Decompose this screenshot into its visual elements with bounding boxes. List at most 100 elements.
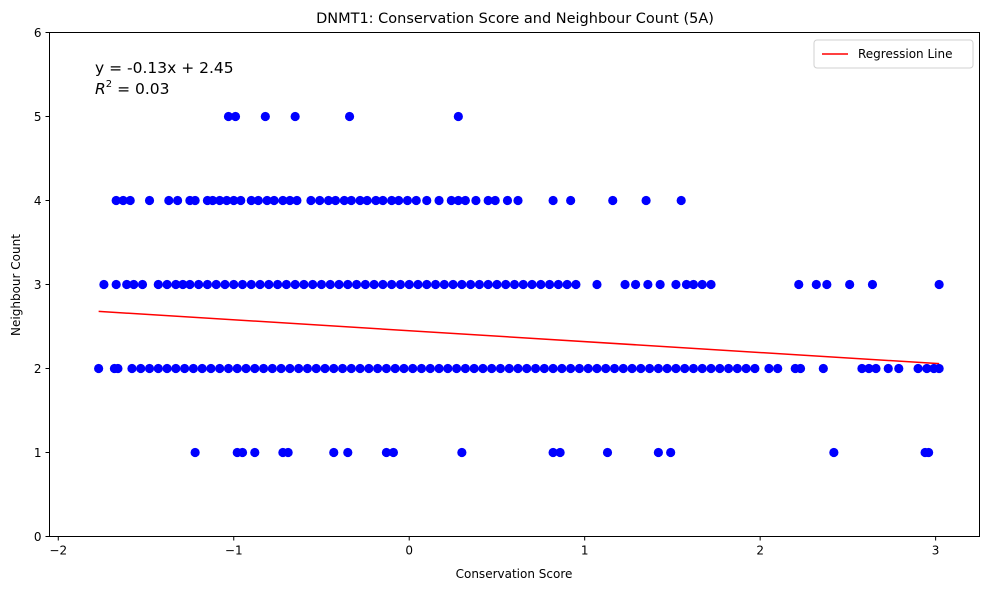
scatter-point — [643, 279, 653, 290]
scatter-point — [680, 363, 690, 374]
scatter-point — [299, 279, 309, 290]
y-tick-label: 2 — [34, 362, 42, 376]
scatter-point — [253, 195, 263, 206]
y-axis-ticks: 0 1 2 3 4 5 6 — [34, 26, 50, 544]
scatter-point — [671, 279, 681, 290]
scatter-point — [237, 447, 248, 458]
scatter-point — [592, 363, 602, 374]
scatter-point — [566, 363, 576, 374]
x-axis-label: Conservation Score — [456, 567, 573, 581]
scatter-point — [190, 195, 200, 206]
scatter-point — [330, 195, 341, 206]
scatter-point — [278, 195, 288, 206]
scatter-point — [172, 195, 183, 206]
scatter-point — [845, 279, 855, 290]
scatter-point — [188, 363, 198, 374]
scatter-point — [360, 279, 370, 290]
r2-annotation: R2 = 0.03 — [95, 79, 170, 98]
scatter-point — [308, 279, 318, 290]
scatter-point — [276, 363, 286, 374]
scatter-point — [513, 363, 523, 374]
scatter-point — [645, 363, 655, 374]
scatter-point — [355, 195, 365, 206]
scatter-point — [471, 195, 481, 206]
scatter-point — [688, 363, 699, 374]
scatter-point — [311, 363, 321, 374]
scatter-point — [371, 195, 381, 206]
scatter-point — [653, 447, 663, 458]
scatter-point — [215, 363, 225, 374]
scatter-point — [548, 363, 558, 374]
scatter-point — [509, 279, 520, 290]
scatter-point — [495, 363, 506, 374]
scatter-point — [502, 195, 513, 206]
scatter-point — [402, 195, 413, 206]
scatter-point — [343, 447, 353, 458]
scatter-point — [544, 279, 555, 290]
scatter-point — [197, 363, 207, 374]
scatter-point — [530, 363, 541, 374]
scatter-point — [504, 363, 514, 374]
scatter-point — [229, 195, 239, 206]
scatter-point — [395, 279, 406, 290]
scatter-point — [258, 363, 269, 374]
scatter-point — [608, 195, 618, 206]
y-axis-label: Neighbour Count — [9, 234, 23, 336]
scatter-point — [220, 279, 230, 290]
scatter-point — [323, 195, 334, 206]
scatter-point — [306, 195, 316, 206]
scatter-point — [676, 195, 686, 206]
y-tick-label: 6 — [34, 26, 42, 40]
scatter-point — [369, 279, 379, 290]
scatter-point — [202, 279, 213, 290]
scatter-point — [671, 363, 681, 374]
scatter-point — [448, 279, 458, 290]
scatter-point — [574, 363, 585, 374]
scatter-point — [602, 447, 613, 458]
legend: Regression Line — [813, 39, 974, 69]
scatter-point — [478, 363, 488, 374]
scatter-point — [236, 195, 246, 206]
scatter-point — [539, 363, 549, 374]
scatter-point — [346, 363, 356, 374]
scatter-point — [180, 363, 190, 374]
scatter-point — [666, 447, 676, 458]
scatter-point — [262, 195, 272, 206]
scatter-point — [453, 111, 463, 122]
x-tick-label: 0 — [405, 544, 413, 558]
x-axis-ticks: −2 −1 0 1 2 3 — [49, 536, 940, 558]
x-tick-label: 3 — [932, 544, 940, 558]
scatter-point — [913, 363, 923, 374]
scatter-point — [822, 279, 832, 290]
scatter-point — [487, 363, 497, 374]
scatter-point — [316, 279, 327, 290]
r2-value: = 0.03 — [112, 80, 169, 98]
scatter-point — [285, 363, 295, 374]
scatter-point — [934, 279, 944, 290]
x-tick-label: 2 — [756, 544, 764, 558]
scatter-point — [627, 363, 637, 374]
y-tick-label: 4 — [34, 194, 42, 208]
scatter-point — [378, 195, 388, 206]
x-tick-label: −1 — [225, 544, 243, 558]
scatter-point — [857, 363, 867, 374]
scatter-point — [283, 447, 293, 458]
scatter-point — [390, 363, 400, 374]
scatter-point — [548, 447, 558, 458]
scatter-point — [553, 279, 563, 290]
scatter-point — [351, 279, 362, 290]
r2-superscript: 2 — [106, 79, 112, 90]
scatter-point — [706, 279, 716, 290]
scatter-point — [315, 195, 325, 206]
scatter-point — [562, 279, 572, 290]
scatter-point — [430, 279, 441, 290]
scatter-point — [883, 363, 893, 374]
scatter-point — [706, 363, 716, 374]
scatter-point — [290, 111, 300, 122]
scatter-point — [601, 363, 611, 374]
scatter-point — [460, 363, 470, 374]
scatter-point — [388, 447, 399, 458]
scatter-point — [750, 363, 760, 374]
scatter-point — [264, 279, 274, 290]
scatter-point — [548, 195, 558, 206]
